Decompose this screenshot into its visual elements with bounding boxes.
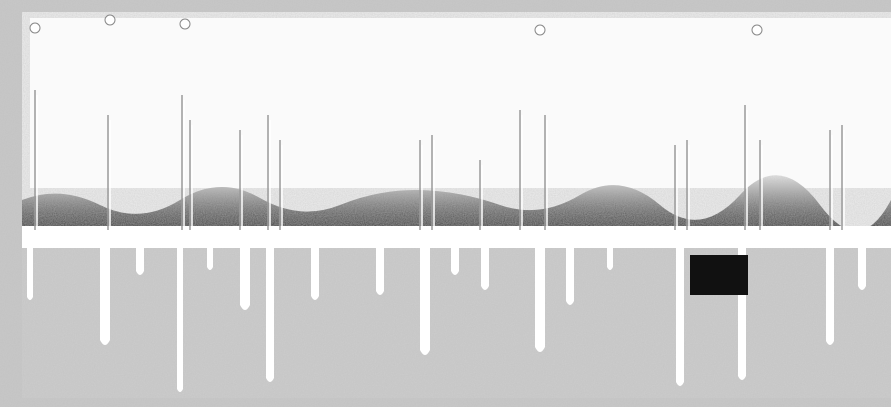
deflection bbox=[451, 244, 459, 275]
deflection bbox=[240, 244, 250, 310]
deflection bbox=[535, 244, 545, 352]
deflection bbox=[177, 244, 183, 392]
deflection bbox=[676, 244, 684, 386]
deflection bbox=[420, 244, 430, 355]
hole bbox=[752, 25, 762, 35]
deflection bbox=[136, 244, 144, 275]
scanned-strip bbox=[0, 0, 891, 407]
deflection bbox=[607, 244, 613, 270]
page: {} (() => { const svg = document.getElem… bbox=[0, 0, 891, 407]
hole bbox=[30, 23, 40, 33]
deflection bbox=[566, 244, 574, 305]
dark-block bbox=[690, 255, 748, 295]
deflection bbox=[100, 244, 110, 345]
deflection bbox=[858, 244, 866, 290]
deflection bbox=[376, 244, 384, 295]
deflection bbox=[207, 244, 213, 270]
hole bbox=[535, 25, 545, 35]
deflection bbox=[481, 244, 489, 290]
deflection bbox=[27, 244, 33, 300]
deflection bbox=[266, 244, 274, 382]
deflection bbox=[826, 244, 834, 345]
deflection bbox=[311, 244, 319, 300]
hole bbox=[180, 19, 190, 29]
hole bbox=[105, 15, 115, 25]
